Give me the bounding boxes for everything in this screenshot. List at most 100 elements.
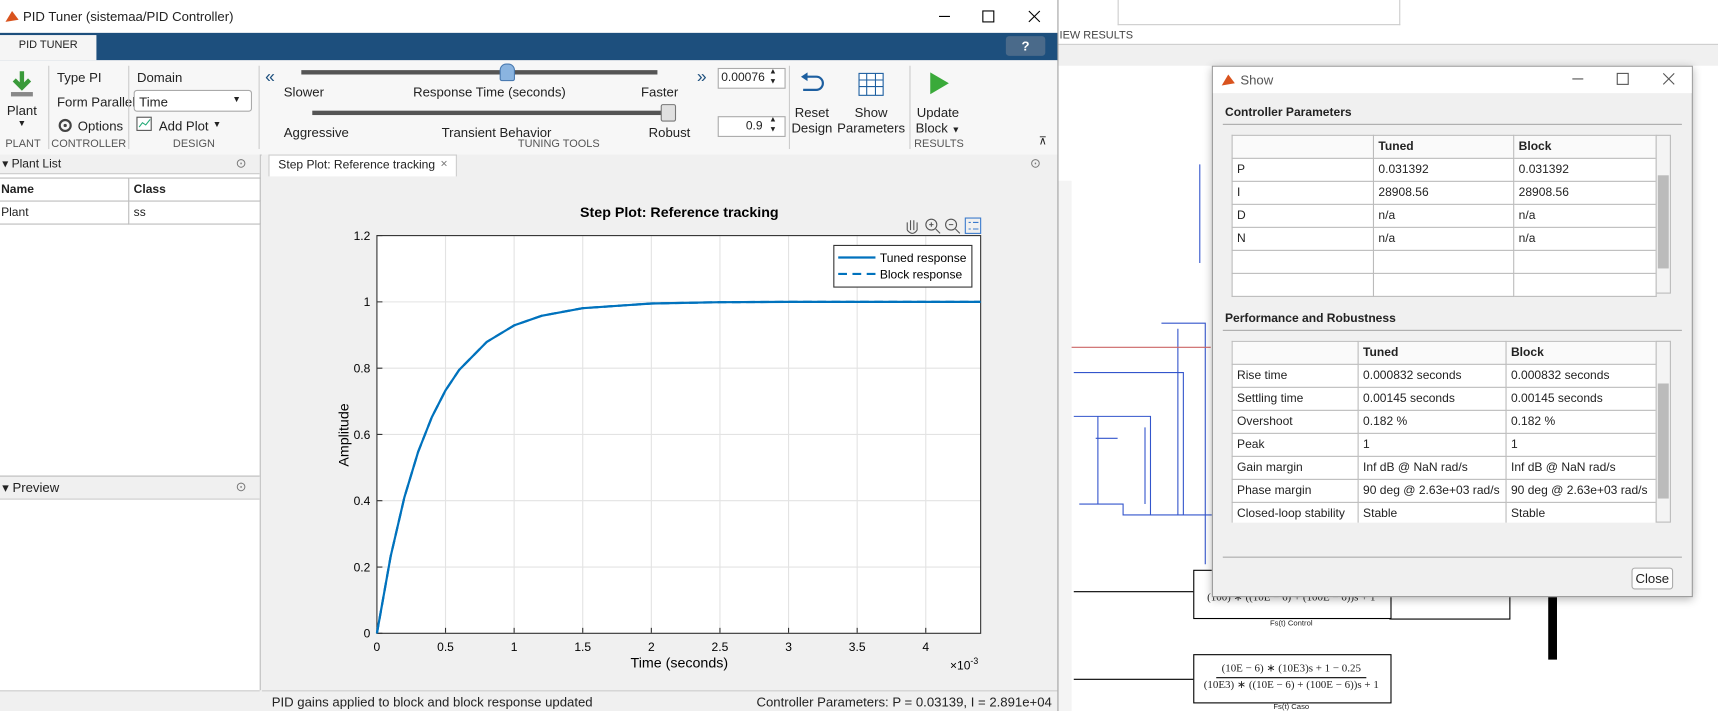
collapse-arrow[interactable]: « — [265, 67, 275, 87]
window-title: PID Tuner (sistemaa/PID Controller) — [23, 8, 234, 25]
help-button[interactable]: ? — [1005, 36, 1046, 56]
header-cell: Block — [1513, 134, 1657, 159]
background-tab: IEW RESULTS — [1059, 29, 1134, 42]
y-tick-label: 0 — [364, 627, 371, 641]
axes-toolbar[interactable] — [906, 217, 982, 234]
slider-thumb[interactable] — [499, 63, 515, 82]
scroll-thumb[interactable] — [1657, 383, 1669, 499]
header-cell: Tuned — [1357, 340, 1507, 365]
section-label: TUNING TOOLS — [517, 138, 600, 151]
separator — [1222, 123, 1682, 125]
scrollbar[interactable] — [0, 690, 260, 711]
separator — [128, 65, 130, 150]
slider-max-label: Robust — [648, 124, 691, 141]
table-cell: I — [1231, 180, 1375, 205]
slider-max-label: Faster — [640, 84, 679, 100]
y-tick-label: 0.6 — [354, 428, 371, 442]
separator — [788, 65, 790, 150]
table-cell: 0.00145 seconds — [1357, 386, 1507, 411]
table-row: Peak 1 1 — [1231, 432, 1656, 457]
table-cell: n/a — [1372, 226, 1515, 251]
block-denominator: (10E3) ∗ ((10E − 6) + (100E − 6))s + 1 — [1203, 679, 1379, 692]
spinner[interactable]: ▲ ▼ — [769, 116, 777, 134]
fraction-bar — [1216, 677, 1367, 679]
section-heading: Performance and Robustness — [1224, 312, 1396, 326]
table-cell: Gain margin — [1231, 455, 1359, 480]
x-multiplier-base: ×10 — [950, 658, 971, 672]
controller-parameters-table: Tuned Block P 0.031392 0.031392 I 28908.56 2890… — [1231, 134, 1657, 297]
table-cell: 90 deg @ 2.63e+03 rad/s — [1505, 478, 1656, 503]
table-cell: 0.182 % — [1505, 409, 1656, 434]
slider-track[interactable] — [312, 110, 671, 116]
table-cell: 1 — [1505, 432, 1656, 457]
slider-title: Transient Behavior — [441, 124, 552, 141]
table-cell: 0.00145 seconds — [1505, 386, 1656, 411]
header-cell — [1231, 340, 1359, 365]
separator — [1222, 329, 1682, 331]
tab-close[interactable]: × — [440, 157, 448, 171]
slider-thumb[interactable] — [660, 104, 677, 122]
table-cell: Stable — [1357, 501, 1507, 523]
expand-arrow[interactable]: » — [696, 67, 707, 87]
response-time-field[interactable] — [717, 67, 786, 89]
panel-menu[interactable]: ⊙ — [235, 478, 247, 495]
app-icon — [5, 10, 19, 22]
x-axis-label: Time (seconds) — [631, 655, 729, 671]
header-cell: Class — [128, 177, 261, 202]
dialog-title: Show — [1240, 72, 1274, 88]
collapse-ribbon[interactable]: ⊼ — [1038, 135, 1047, 148]
table-cell: Inf dB @ NaN rad/s — [1357, 455, 1507, 480]
transient-field[interactable] — [717, 116, 786, 137]
table-cell: 0.000832 seconds — [1357, 363, 1507, 388]
controller-form[interactable]: Form Parallel — [56, 94, 136, 110]
slider-title: Response Time (seconds) — [413, 84, 566, 100]
spinner[interactable]: ▲ ▼ — [769, 67, 777, 86]
window-controls[interactable] — [931, 7, 1046, 27]
x-tick-label: 0.5 — [437, 640, 454, 654]
transfer-block — [1193, 654, 1392, 704]
panel-header-text: ▾ Plant List — [2, 157, 62, 171]
slider-track[interactable] — [301, 70, 658, 75]
table-row: Rise time 0.000832 seconds 0.000832 second… — [1231, 363, 1656, 388]
plant-button[interactable]: Plant — [6, 102, 37, 119]
plant-table: Name Class Plant ss — [0, 177, 261, 225]
status-left: PID gains applied to block and block res… — [271, 694, 593, 711]
plot-tab[interactable] — [268, 154, 457, 177]
table-cell: N — [1231, 226, 1375, 251]
show-parameters-button[interactable]: Show Parameters — [837, 105, 905, 136]
add-plot-button[interactable]: Add Plot — [158, 118, 209, 134]
button-label: Reset — [794, 105, 830, 121]
status-bar — [261, 690, 1058, 711]
status-right: Controller Parameters: P = 0.03139, I = … — [756, 694, 1052, 711]
panel-header — [0, 154, 260, 175]
update-icon — [930, 72, 949, 95]
panel-menu[interactable]: ⊙ — [1029, 155, 1041, 171]
controller-type[interactable]: Type PI — [56, 70, 102, 86]
mux-block — [1548, 591, 1557, 660]
button-label: Parameters — [837, 120, 906, 136]
close-button[interactable]: Close — [1631, 567, 1674, 590]
x-tick-label: 3.5 — [849, 640, 866, 654]
button-label: Block — [915, 120, 948, 136]
block-numerator: (10E − 6) ∗ (10E3)s + 1 − 0.25 — [1221, 662, 1361, 675]
domain-dropdown[interactable] — [133, 89, 253, 112]
ribbon-tab[interactable]: PID TUNER — [0, 35, 97, 61]
options-button[interactable]: Options — [77, 118, 124, 134]
window-controls[interactable] — [1567, 70, 1682, 88]
y-axis-label: Amplitude — [336, 403, 352, 466]
scroll-thumb[interactable] — [1657, 175, 1669, 269]
block-label: Fs(t) Control — [1269, 620, 1313, 628]
y-tick-label: 0.2 — [354, 560, 371, 574]
x-tick-label: 2.5 — [712, 640, 729, 654]
table-cell — [1231, 272, 1375, 297]
tab-strip — [0, 32, 1058, 61]
panel-menu[interactable]: ⊙ — [235, 155, 247, 171]
table-row: I 28908.56 28908.56 — [1231, 180, 1657, 205]
update-block-button[interactable]: Update Block ▼ — [915, 105, 961, 136]
button-label: Show — [854, 105, 888, 121]
legend-label: Tuned response — [880, 251, 967, 265]
panel-title: Preview — [12, 479, 60, 496]
reset-button[interactable]: Reset Design — [789, 105, 835, 136]
table-cell: ss — [128, 200, 261, 225]
